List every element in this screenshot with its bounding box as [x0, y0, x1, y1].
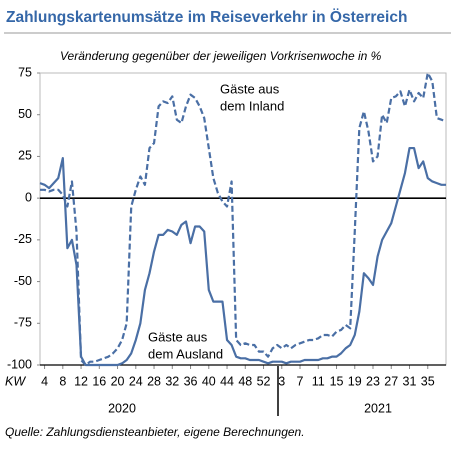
x-tick-label: 23 — [366, 374, 380, 388]
year-label: 2021 — [364, 401, 392, 415]
y-tick-label: -25 — [14, 232, 32, 246]
x-tick-label: 8 — [59, 374, 66, 388]
x-tick-label: 7 — [297, 374, 304, 388]
y-tick-label: 25 — [18, 149, 32, 163]
chart-title: Zahlungskartenumsätze im Reiseverkehr in… — [6, 9, 407, 26]
y-tick-label: -50 — [14, 274, 32, 288]
x-tick-label: 4 — [41, 374, 48, 388]
annotation: Gäste aus — [220, 81, 280, 96]
y-tick-label: 0 — [25, 190, 32, 204]
x-tick-label: 31 — [403, 374, 417, 388]
x-axis-label: KW — [5, 374, 26, 388]
x-tick-label: 32 — [165, 374, 179, 388]
annotation: dem Ausland — [148, 346, 223, 361]
x-tick-label: 36 — [184, 374, 198, 388]
y-tick-label: -100 — [7, 357, 32, 371]
x-tick-label: 20 — [111, 374, 125, 388]
subtitle: Veränderung gegenüber der jeweiligen Vor… — [60, 49, 382, 63]
x-tick-label: 11 — [312, 374, 325, 388]
source: Quelle: Zahlungsdiensteanbieter, eigene … — [5, 425, 305, 439]
x-tick-label: 48 — [238, 374, 252, 388]
x-tick-label: 52 — [257, 374, 271, 388]
x-tick-label: 40 — [202, 374, 216, 388]
x-tick-label: 19 — [348, 374, 362, 388]
y-tick-label: 75 — [18, 65, 32, 79]
x-tick-label: 44 — [220, 374, 234, 388]
x-tick-label: 35 — [421, 374, 435, 388]
line-series — [40, 71, 447, 367]
x-tick-label: 24 — [129, 374, 143, 388]
annotation: Gäste aus — [148, 329, 208, 344]
y-tick-label: -75 — [14, 316, 32, 330]
x-tick-label: 12 — [74, 374, 88, 388]
x-tick-label: 3 — [278, 374, 285, 388]
annotation: dem Inland — [220, 98, 284, 113]
x-tick-label: 15 — [330, 374, 344, 388]
year-label: 2020 — [108, 401, 136, 415]
x-tick-label: 16 — [92, 374, 106, 388]
x-tick-label: 27 — [384, 374, 398, 388]
plot-frame — [39, 72, 447, 366]
x-tick-label: 28 — [147, 374, 161, 388]
y-tick-label: 50 — [18, 107, 32, 121]
line-series — [39, 146, 446, 367]
